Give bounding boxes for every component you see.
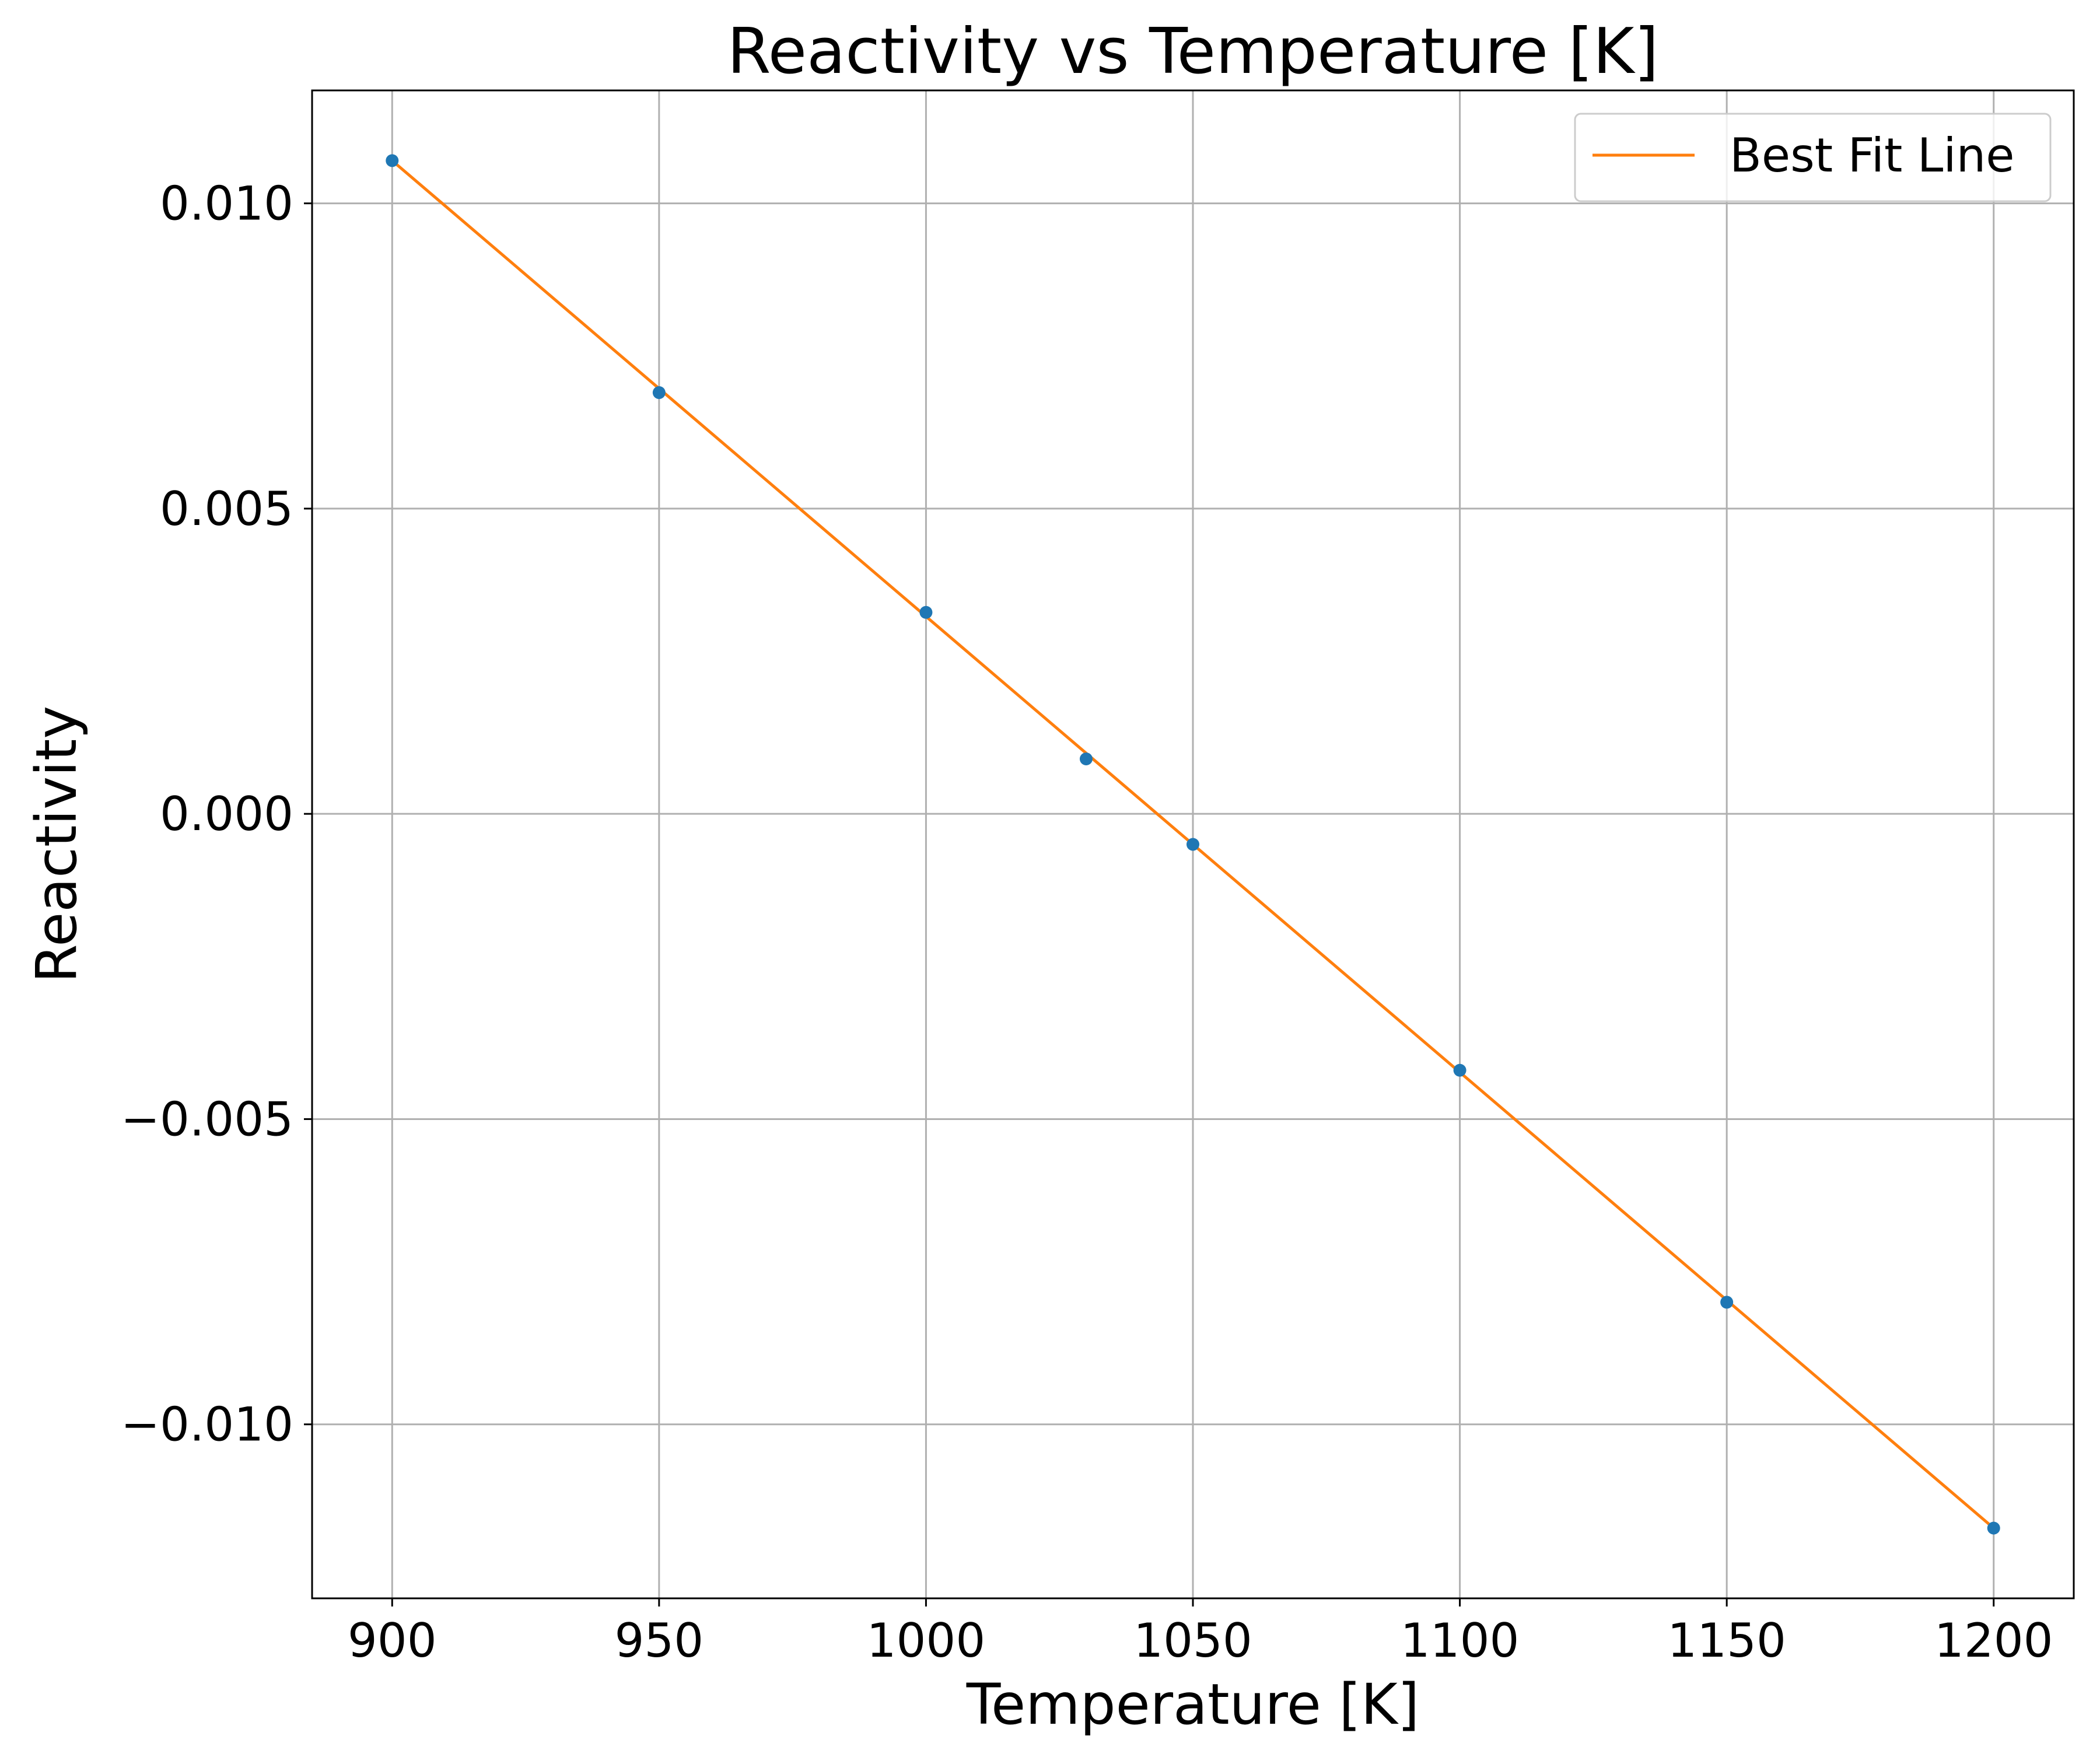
grid: [312, 90, 2074, 1598]
legend-label-best-fit-line: Best Fit Line: [1730, 128, 2015, 183]
axis-ticks: 900 950 1000 1050 1100 1150 1200 0.010 0.005 0.00…: [121, 177, 2053, 1668]
y-tick-label: 0.005: [160, 482, 293, 536]
legend-box: [1574, 113, 2052, 202]
x-tick-label: 1050: [1133, 1614, 1252, 1668]
data-point: [1987, 1521, 2000, 1535]
x-axis-label: Temperature [K]: [966, 1672, 1419, 1737]
y-tick-label: 0.010: [160, 177, 293, 231]
data-point: [386, 154, 399, 167]
data-point: [1720, 1296, 1734, 1309]
y-tick-label: 0.000: [160, 787, 293, 841]
x-tick-label: 1150: [1667, 1614, 1786, 1668]
y-tick-label: −0.005: [121, 1092, 293, 1146]
x-tick-label: 900: [348, 1614, 437, 1668]
data-point: [652, 386, 666, 400]
data-point: [1186, 838, 1199, 851]
chart-title: Reactivity vs Temperature [K]: [727, 15, 1658, 88]
y-axis-label: Reactivity: [24, 706, 89, 983]
data-point: [1453, 1063, 1466, 1077]
x-tick-label: 1000: [867, 1614, 986, 1668]
data-point: [919, 606, 933, 619]
y-tick-label: −0.010: [121, 1398, 293, 1452]
x-tick-label: 1100: [1401, 1614, 1520, 1668]
legend: Best Fit Line: [1574, 113, 2052, 202]
plot-data: [386, 154, 2000, 1535]
data-point: [1079, 752, 1093, 765]
x-tick-label: 1200: [1934, 1614, 2053, 1668]
x-tick-label: 950: [614, 1614, 704, 1668]
